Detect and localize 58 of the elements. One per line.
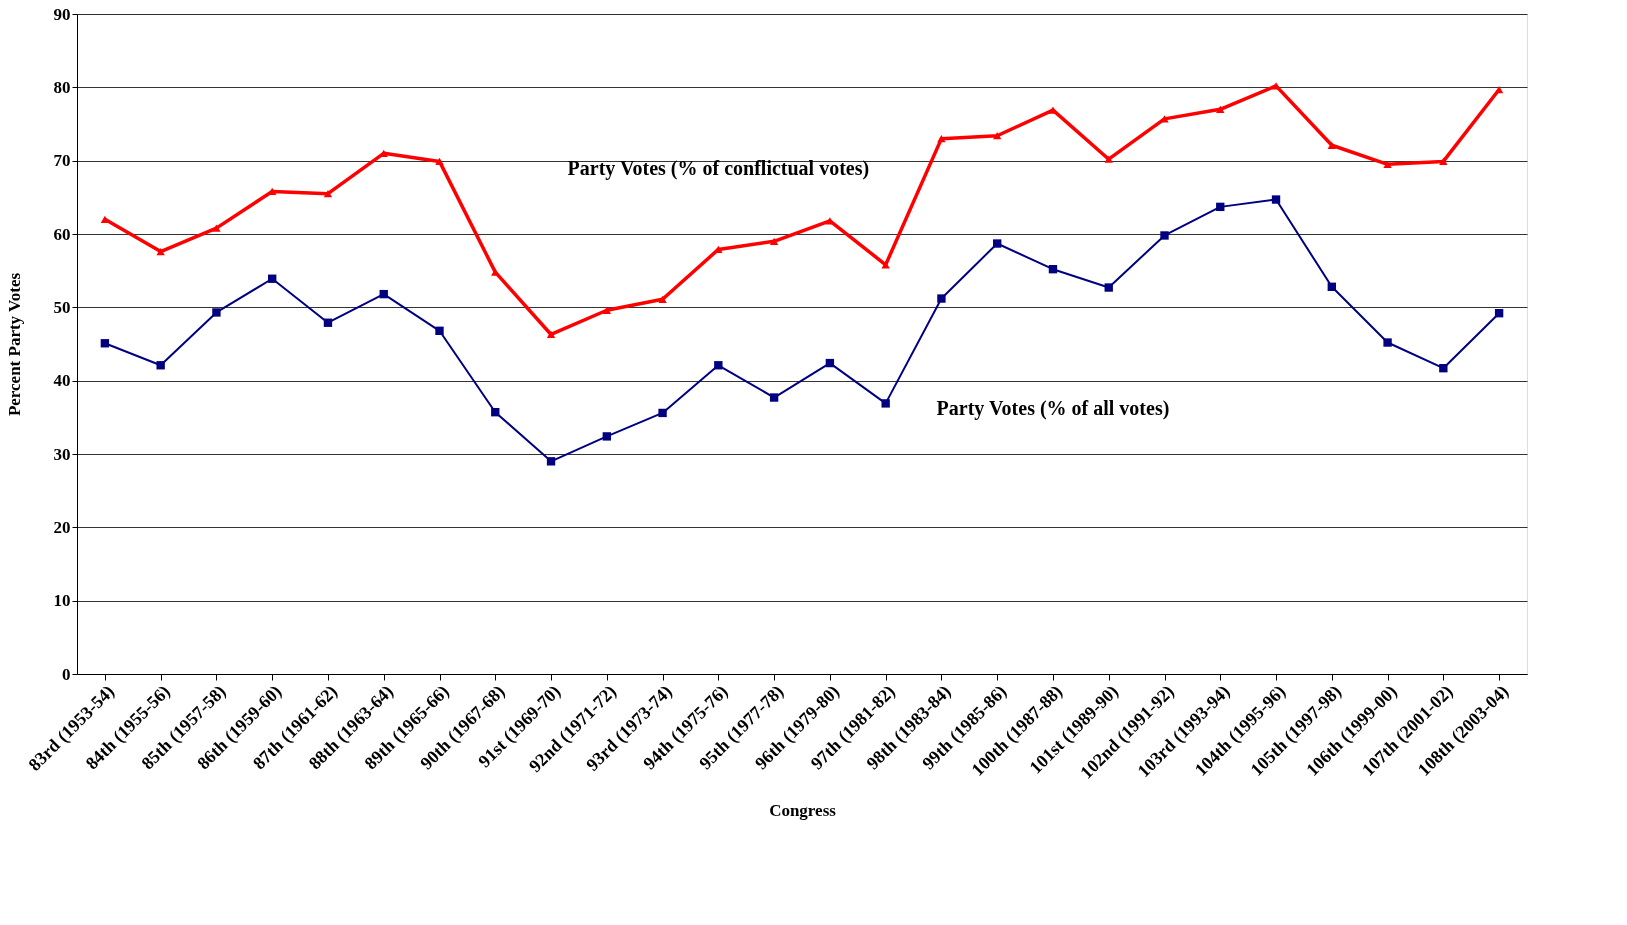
point <box>435 157 444 166</box>
y-tick-label: 30 <box>53 444 71 464</box>
point <box>602 306 611 314</box>
point <box>212 308 221 317</box>
x-axis-title: Congress <box>769 800 837 820</box>
point <box>602 432 611 441</box>
point <box>1383 338 1392 347</box>
text: Party Votes (% of conflictual votes) <box>567 157 870 181</box>
point <box>323 190 333 198</box>
point <box>1494 85 1504 94</box>
point <box>435 326 444 335</box>
point <box>156 361 165 370</box>
point <box>1216 202 1225 212</box>
point <box>100 339 110 348</box>
point <box>769 393 779 402</box>
point <box>546 330 556 339</box>
point <box>1327 141 1336 149</box>
y-axis-title: Percent Party Votes <box>4 272 24 417</box>
point <box>212 224 221 232</box>
point <box>323 318 333 327</box>
point <box>1439 157 1448 166</box>
y-tick-label: 40 <box>53 371 71 391</box>
point <box>1048 265 1058 274</box>
point <box>658 295 667 303</box>
y-tick-label: 60 <box>53 224 71 244</box>
point <box>546 457 556 466</box>
point <box>1439 364 1448 373</box>
point <box>714 361 723 370</box>
point <box>658 408 667 418</box>
y-tick-label: 90 <box>53 4 71 24</box>
point <box>379 289 388 299</box>
point <box>937 135 946 143</box>
text: Party Votes (% of all votes) <box>936 397 1170 421</box>
point <box>1327 282 1336 291</box>
y-tick-label: 10 <box>53 591 71 611</box>
y-tick-label: 70 <box>53 151 71 171</box>
point <box>993 132 1002 140</box>
point <box>881 399 890 408</box>
y-tick-label: 50 <box>53 297 71 317</box>
point <box>491 408 500 417</box>
point <box>268 274 277 283</box>
point <box>1160 231 1169 240</box>
y-tick-label: 0 <box>62 664 71 684</box>
point <box>881 261 890 269</box>
point <box>1494 309 1504 318</box>
point <box>1383 160 1392 168</box>
point <box>1104 155 1113 163</box>
point <box>491 268 500 276</box>
point <box>1271 195 1281 204</box>
point <box>937 294 946 303</box>
point <box>769 237 779 245</box>
point <box>993 239 1002 248</box>
y-tick-label: 20 <box>53 517 71 537</box>
point <box>825 358 835 368</box>
y-tick-label: 80 <box>53 77 71 97</box>
point <box>1216 105 1225 113</box>
point <box>156 247 165 256</box>
point <box>1104 283 1113 292</box>
